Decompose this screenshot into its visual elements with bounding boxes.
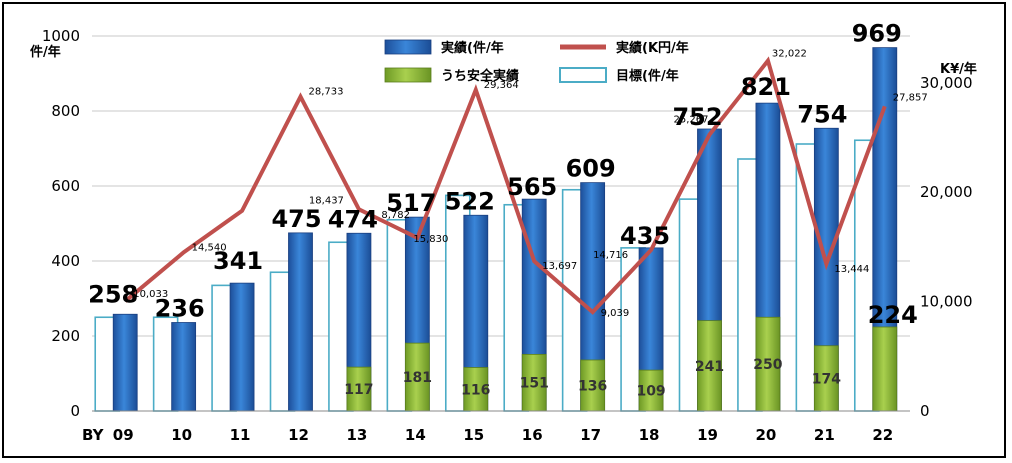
x-tick-label: 16	[522, 426, 543, 444]
x-tick-label: 13	[346, 426, 367, 444]
actual-bar	[112, 313, 138, 412]
safety-bar	[813, 345, 839, 412]
actual-value-label: 969	[852, 20, 902, 48]
left-tick-label: 0	[70, 402, 80, 420]
actual-bar	[229, 282, 255, 412]
right-tick-label: 10,000	[920, 293, 973, 311]
x-tick-label: 09	[113, 426, 134, 444]
x-tick-label: 15	[463, 426, 484, 444]
safety-value-label: 174	[812, 371, 841, 387]
x-axis-prefix: BY	[82, 426, 105, 444]
actual-value-label: 258	[88, 280, 138, 308]
right-tick-label: 30,000	[920, 74, 973, 92]
safety-value-label: 250	[753, 357, 782, 373]
safety-value-label: 151	[520, 376, 549, 392]
x-tick-label: 11	[230, 426, 251, 444]
actual-value-label: 475	[271, 205, 321, 233]
line-value-label: 14,716	[593, 250, 628, 261]
x-tick-label: 21	[814, 426, 835, 444]
actual-value-label: 522	[445, 187, 495, 215]
left-tick-label: 1000	[42, 27, 80, 45]
x-tick-label: 10	[171, 426, 192, 444]
line-value-label: 10,033	[133, 289, 168, 300]
x-tick-label: 22	[872, 426, 893, 444]
line-value-label: 15,830	[413, 234, 448, 245]
line-series	[123, 56, 887, 315]
line-path	[123, 56, 887, 315]
legend-label: 目標(件/年	[616, 68, 679, 84]
x-tick-label: 12	[288, 426, 309, 444]
line-value-label: 29,364	[484, 80, 519, 91]
right-tick-label: 20,000	[920, 183, 973, 201]
left-tick-label: 200	[51, 327, 80, 345]
legend-label: 実績(K円/年	[616, 40, 689, 56]
safety-value-label: 224	[868, 301, 918, 329]
line-value-label: 13,697	[542, 261, 577, 272]
actual-value-label: 236	[155, 295, 205, 323]
actual-value-label: 474	[328, 205, 378, 233]
right-tick-label: 0	[920, 402, 930, 420]
actual-value-label: 754	[797, 100, 847, 128]
safety-value-label: 109	[636, 384, 665, 400]
left-tick-label: 400	[51, 252, 80, 270]
safety-value-label: 116	[461, 382, 490, 398]
x-tick-label: 18	[639, 426, 660, 444]
actual-value-label: 609	[566, 155, 616, 183]
actual-value-label: 565	[507, 173, 557, 201]
left-tick-label: 600	[51, 177, 80, 195]
x-tick-label: 17	[580, 426, 601, 444]
actual-value-label: 341	[213, 247, 263, 275]
safety-bar	[872, 326, 898, 412]
x-tick-label: 20	[755, 426, 776, 444]
safety-bars	[346, 316, 898, 412]
safety-bar	[346, 366, 372, 412]
actual-bar	[288, 232, 313, 412]
left-axis-title: 件/年	[30, 44, 61, 60]
actual-value-label: 517	[386, 189, 436, 217]
safety-value-label: 181	[403, 370, 432, 386]
actual-value-label: 435	[620, 222, 670, 250]
actual-value-label: 752	[672, 103, 722, 131]
legend-swatch-bar	[384, 39, 432, 55]
safety-bar	[404, 342, 430, 412]
legend-swatch-bar	[384, 67, 432, 83]
line-value-label: 18,437	[309, 195, 344, 206]
legend-label: 実績(件/年	[441, 40, 504, 56]
line-value-label: 27,857	[893, 92, 928, 103]
safety-value-label: 241	[695, 359, 724, 375]
line-value-label: 32,022	[772, 49, 807, 60]
x-tick-label: 19	[697, 426, 718, 444]
safety-value-label: 117	[344, 382, 373, 398]
left-tick-label: 800	[51, 102, 80, 120]
line-value-label: 14,540	[192, 242, 227, 253]
safety-value-label: 136	[578, 379, 607, 395]
legend-swatch-outline	[559, 67, 607, 83]
line-value-label: 8,782	[381, 210, 410, 221]
line-value-label: 25,267	[674, 115, 709, 126]
actual-value-label: 821	[741, 73, 791, 101]
line-value-label: 9,039	[601, 308, 630, 319]
right-axis-title: K¥/年	[940, 61, 977, 77]
labels: 10,033 14,540 28,733 18,437 15,830 29,364 13,6…	[88, 20, 928, 400]
actual-bar	[171, 322, 197, 412]
x-tick-label: 14	[405, 426, 426, 444]
legend-label: うち安全実績	[441, 68, 519, 84]
safety-bar	[580, 359, 606, 412]
line-value-label: 28,733	[309, 87, 344, 98]
line-value-label: 13,444	[834, 264, 869, 275]
